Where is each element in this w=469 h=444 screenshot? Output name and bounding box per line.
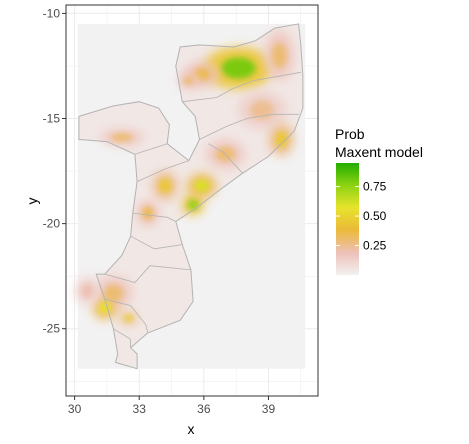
hotspot-nampula-coast — [268, 122, 295, 157]
province-boundary — [130, 235, 183, 250]
y-tick-label: -15 — [43, 112, 61, 126]
province-boundary — [104, 265, 191, 283]
province-boundary — [208, 143, 243, 174]
hotspot-core — [124, 315, 133, 322]
province-boundary — [113, 328, 132, 348]
hotspot-sofala-coast — [182, 194, 204, 216]
y-axis: -10 -15 -20 -25 — [43, 6, 66, 336]
x-tick-label: 33 — [133, 402, 147, 416]
legend-tick-label: 0.50 — [363, 209, 387, 223]
hotspot-core — [271, 42, 287, 69]
province-boundary — [199, 113, 299, 140]
hotspot-core — [81, 283, 94, 299]
country-boundary — [78, 23, 304, 370]
hotspot-core — [98, 301, 112, 315]
hotspot-core — [158, 178, 172, 194]
hotspot-core — [194, 179, 210, 193]
legend-tick-label: 0.25 — [363, 239, 387, 253]
y-tick-label: -25 — [43, 322, 61, 336]
hotspot-niassa — [203, 47, 273, 90]
hotspot-core — [250, 100, 274, 120]
hotspot-limpopo-spot — [119, 311, 138, 325]
hotspot-gorongosa — [152, 171, 178, 201]
hotspot-core — [221, 57, 256, 79]
province-boundary — [134, 143, 168, 155]
x-tick-label: 39 — [262, 402, 276, 416]
hotspot-lichinga — [178, 72, 200, 90]
hotspot-core — [187, 199, 199, 210]
y-tick-label: -20 — [43, 217, 61, 231]
province-boundary — [136, 160, 189, 182]
x-axis-title: x — [188, 421, 195, 437]
hotspot-core — [183, 76, 195, 85]
admin-boundaries — [78, 23, 304, 370]
hotspot-tete — [100, 129, 144, 146]
province-boundary — [104, 298, 149, 333]
probability-raster — [74, 23, 306, 369]
legend: Prob Maxent model 0.25 0.50 0.75 — [335, 126, 423, 275]
hotspot-chimanimani — [137, 200, 159, 226]
legend-ticks: 0.25 0.50 0.75 — [336, 180, 387, 253]
hotspot-core — [274, 131, 288, 148]
province-boundary — [132, 212, 176, 222]
legend-title-line-1: Prob — [335, 126, 365, 142]
hotspot-core — [111, 133, 133, 142]
panel-border — [65, 4, 319, 397]
legend-tick-label: 0.75 — [363, 180, 387, 194]
x-axis: 30 33 36 39 — [68, 396, 276, 416]
y-tick-label: -10 — [43, 6, 61, 20]
hotspot-limpopo-pan — [91, 295, 118, 321]
province-boundary — [182, 71, 301, 103]
x-tick-label: 36 — [197, 402, 211, 416]
hotspot-cabo-delgado — [264, 30, 295, 81]
hotspot-marromeu — [186, 173, 217, 199]
hotspot-south-west — [74, 276, 101, 306]
x-tick-label: 30 — [68, 402, 82, 416]
y-axis-title: y — [24, 198, 40, 205]
plot-panel — [65, 4, 319, 397]
legend-colorbar — [336, 163, 359, 275]
legend-title-line-2: Maxent model — [335, 144, 423, 160]
hotspot-core — [142, 206, 154, 220]
